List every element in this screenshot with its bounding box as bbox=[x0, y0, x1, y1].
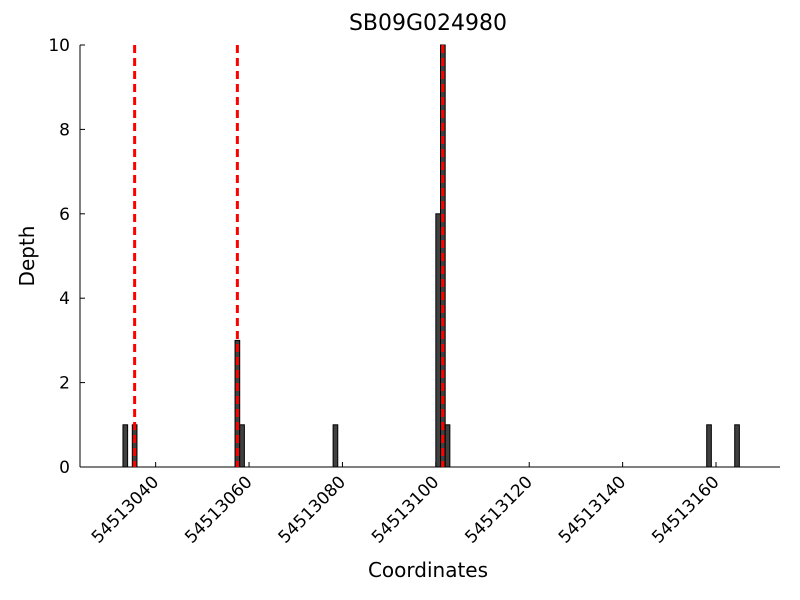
chart-title: SB09G024980 bbox=[349, 11, 507, 36]
x-tick-label: 54513100 bbox=[368, 472, 443, 547]
y-axis-label: Depth bbox=[15, 226, 39, 287]
x-tick-label: 54513080 bbox=[275, 472, 350, 547]
bar bbox=[332, 424, 339, 468]
x-tick-label: 54513120 bbox=[461, 472, 536, 547]
x-tick-label: 54513160 bbox=[648, 472, 723, 547]
y-tick-label: 0 bbox=[59, 458, 70, 478]
bar bbox=[734, 424, 740, 468]
bar bbox=[706, 424, 712, 468]
y-tick-label: 10 bbox=[48, 36, 70, 56]
y-tick-label: 2 bbox=[59, 374, 70, 394]
bar bbox=[122, 424, 129, 468]
bar bbox=[239, 424, 245, 468]
y-tick-label: 8 bbox=[59, 120, 70, 140]
bar bbox=[435, 213, 442, 468]
bar bbox=[131, 424, 138, 468]
x-tick-label: 54513140 bbox=[555, 472, 630, 547]
x-axis-label: Coordinates bbox=[368, 558, 488, 582]
x-tick-label: 54513040 bbox=[88, 472, 163, 547]
x-tick-label: 54513060 bbox=[181, 472, 256, 547]
y-tick-label: 4 bbox=[59, 289, 70, 309]
bar bbox=[444, 424, 451, 468]
y-tick-label: 6 bbox=[59, 205, 70, 225]
